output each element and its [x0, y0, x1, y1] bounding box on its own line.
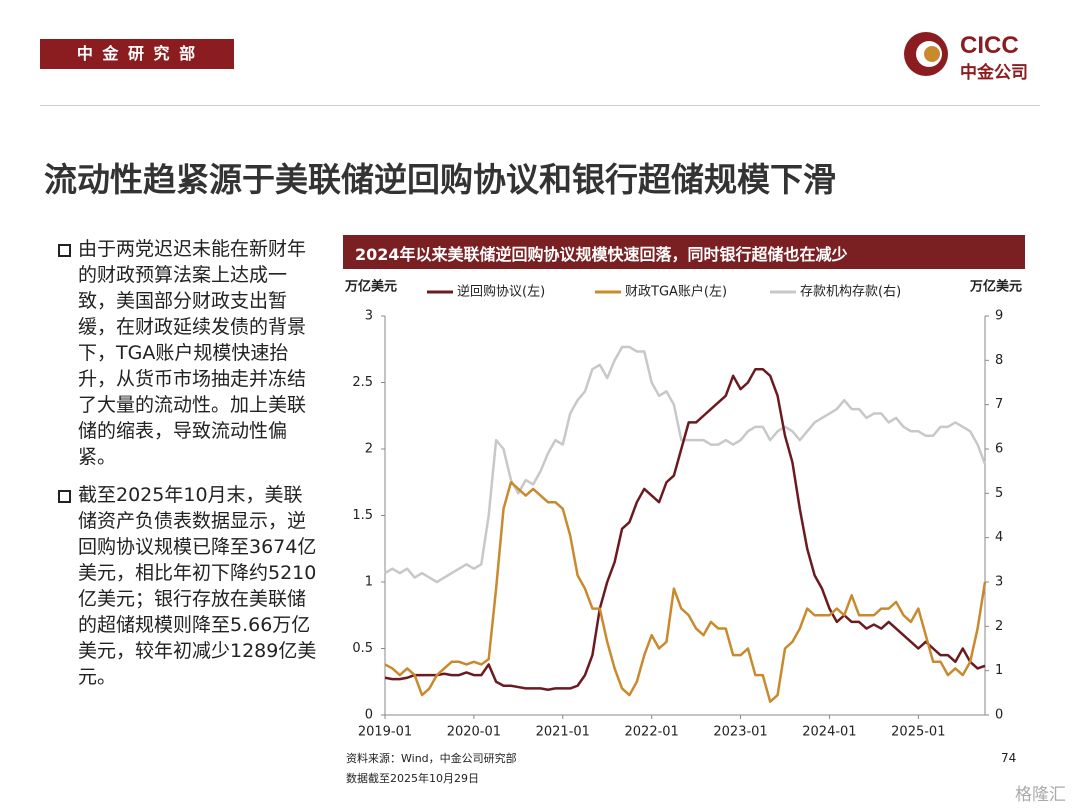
divider — [40, 105, 1040, 106]
department-label: 中 金 研 究 部 — [40, 39, 234, 69]
bullet: 截至2025年10月末，美联储资产负债表数据显示，逆回购协议规模已降至3674亿… — [58, 482, 320, 690]
y-tick-label: 3 — [365, 309, 373, 324]
y-tick-label: 1 — [365, 575, 373, 590]
y-axis-label: 万亿美元 — [344, 279, 397, 295]
y2-tick-label: 6 — [995, 442, 1003, 457]
chart-title-band — [343, 235, 1025, 269]
y-tick-label: 1.5 — [352, 508, 373, 523]
company-name: 中金公司 — [960, 63, 1028, 83]
legend-label: 财政TGA账户(左) — [625, 284, 727, 300]
bullet: 由于两党迟迟未能在新财年的财政预算法案上达成一致，美国部分财政支出暂缓，在财政延… — [58, 236, 320, 470]
x-tick-label: 2020-01 — [447, 725, 501, 740]
source-note: 资料来源：Wind，中金公司研究部 — [346, 752, 517, 765]
bullet-text: 由于两党迟迟未能在新财年的财政预算法案上达成一致，美国部分财政支出暂缓，在财政延… — [78, 238, 307, 468]
chart-title: 2024年以来美联储逆回购协议规模快速回落，同时银行超储也在减少 — [355, 245, 848, 264]
series-line — [384, 367, 986, 691]
page-number: 74 — [1001, 751, 1017, 765]
series-line — [384, 345, 987, 584]
legend-label: 存款机构存款(右) — [800, 285, 901, 300]
y2-tick-label: 0 — [995, 708, 1003, 723]
bullet-text: 截至2025年10月末，美联储资产负债表数据显示，逆回购协议规模已降至3674亿… — [78, 484, 317, 688]
y2-axis-label: 万亿美元 — [969, 279, 1022, 295]
y-tick-label: 0 — [365, 708, 373, 723]
y2-tick-label: 3 — [995, 575, 1003, 590]
x-tick-label: 2024-01 — [802, 725, 856, 740]
logo-text: CICC — [960, 32, 1019, 59]
legend-label: 逆回购协议(左) — [457, 284, 545, 300]
slide-title: 流动性趋紧源于美联储逆回购协议和银行超储规模下滑 — [44, 160, 836, 199]
y2-tick-label: 7 — [995, 397, 1003, 412]
y-tick-label: 0.5 — [352, 641, 373, 656]
x-tick-label: 2021-01 — [536, 725, 590, 740]
y2-tick-label: 8 — [995, 353, 1003, 368]
series-line — [384, 481, 987, 703]
x-tick-label: 2019-01 — [358, 725, 412, 740]
x-tick-label: 2025-01 — [891, 725, 945, 740]
y2-tick-label: 9 — [995, 309, 1003, 324]
y-tick-label: 2.5 — [352, 375, 373, 390]
y2-tick-label: 1 — [995, 663, 1003, 678]
y2-tick-label: 5 — [995, 486, 1003, 501]
date-note: 数据截至2025年10月29日 — [346, 772, 479, 785]
x-tick-label: 2023-01 — [713, 725, 767, 740]
y-tick-label: 2 — [365, 442, 373, 457]
y2-tick-label: 2 — [995, 619, 1003, 634]
watermark: 格隆汇 — [1015, 785, 1066, 805]
logo-mark — [904, 32, 948, 76]
x-tick-label: 2022-01 — [625, 725, 679, 740]
y2-tick-label: 4 — [995, 530, 1003, 545]
